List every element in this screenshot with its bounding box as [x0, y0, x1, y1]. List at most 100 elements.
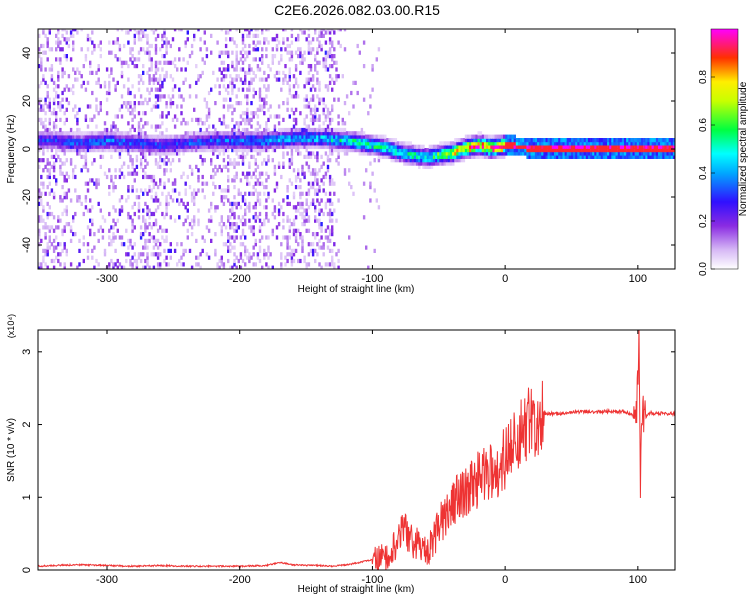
heatmap-cell	[275, 141, 279, 146]
heatmap-cell	[218, 138, 221, 143]
heatmap-cell	[220, 138, 223, 143]
heatmap-cell	[645, 151, 648, 156]
heatmap-cell	[144, 141, 147, 146]
heatmap-cell	[333, 80, 336, 85]
heatmap-cell	[420, 148, 423, 153]
heatmap-cell	[399, 141, 402, 146]
heatmap-cell	[131, 228, 134, 233]
heatmap-cell	[171, 188, 175, 193]
heatmap-cell	[112, 181, 115, 186]
heatmap-cell	[311, 141, 315, 146]
heatmap-cell	[190, 131, 194, 136]
heatmap-cell	[40, 201, 43, 206]
heatmap-cell	[566, 141, 570, 146]
heatmap-cell	[63, 141, 66, 146]
heatmap-cell	[248, 148, 251, 153]
heatmap-cell	[44, 191, 47, 196]
heatmap-cell	[551, 154, 555, 159]
heatmap-cell	[437, 161, 440, 166]
heatmap-cell	[50, 188, 54, 193]
heatmap-cell	[133, 107, 136, 112]
heatmap-cell	[150, 252, 153, 257]
heatmap-cell	[99, 107, 102, 112]
heatmap-cell	[103, 138, 107, 143]
heatmap-cell	[44, 144, 47, 149]
heatmap-cell	[114, 262, 117, 267]
heatmap-cell	[99, 84, 102, 89]
heatmap-cell	[171, 117, 175, 122]
heatmap-cell	[244, 50, 247, 55]
heatmap-cell	[44, 131, 47, 136]
heatmap-cell	[292, 191, 296, 196]
heatmap-cell	[460, 154, 463, 159]
heatmap-cell	[63, 262, 66, 267]
heatmap-cell	[449, 141, 453, 146]
heatmap-cell	[337, 248, 340, 253]
heatmap-cell	[316, 47, 319, 52]
heatmap-cell	[352, 80, 355, 85]
heatmap-cell	[133, 138, 136, 143]
heatmap-cell	[337, 131, 340, 136]
heatmap-cell	[267, 134, 270, 139]
heatmap-cell	[277, 77, 281, 82]
heatmap-cell	[112, 262, 115, 267]
heatmap-cell	[103, 144, 107, 149]
heatmap-cell	[161, 228, 164, 233]
heatmap-cell	[369, 141, 372, 146]
heatmap-cell	[543, 148, 546, 153]
heatmap-cell	[301, 168, 304, 173]
heatmap-cell	[267, 29, 270, 32]
heatmap-cell	[93, 181, 96, 186]
heatmap-cell	[82, 138, 85, 143]
heatmap-cell	[560, 144, 563, 149]
heatmap-cell	[118, 208, 122, 213]
heatmap-cell	[190, 225, 194, 230]
heatmap-cell	[127, 141, 130, 146]
heatmap-cell	[227, 154, 230, 159]
heatmap-cell	[165, 154, 168, 159]
heatmap-cell	[248, 117, 251, 122]
heatmap-cell	[144, 111, 147, 116]
heatmap-cell	[301, 134, 304, 139]
heatmap-cell	[48, 117, 51, 122]
heatmap-cell	[460, 148, 463, 153]
heatmap-cell	[146, 255, 149, 260]
heatmap-cell	[377, 154, 381, 159]
heatmap-cell	[195, 131, 198, 136]
heatmap-cell	[137, 144, 141, 149]
heatmap-cell	[146, 37, 149, 42]
heatmap-cell	[377, 151, 381, 156]
heatmap-cell	[267, 144, 270, 149]
heatmap-cell	[241, 141, 245, 146]
heatmap-cell	[163, 158, 166, 163]
heatmap-cell	[246, 50, 249, 55]
heatmap-cell	[216, 144, 219, 149]
heatmap-cell	[144, 154, 147, 159]
heatmap-cell	[498, 141, 502, 146]
heatmap-cell	[335, 67, 338, 72]
heatmap-cell	[445, 141, 449, 146]
heatmap-cell	[303, 208, 306, 213]
heatmap-cell	[345, 144, 349, 149]
heatmap-cell	[551, 148, 555, 153]
heatmap-cell	[324, 117, 328, 122]
heatmap-cell	[154, 181, 158, 186]
heatmap-cell	[222, 114, 226, 119]
heatmap-cell	[154, 238, 158, 243]
heatmap-cell	[78, 195, 81, 200]
heatmap-cell	[40, 64, 43, 69]
heatmap-cell	[403, 161, 406, 166]
heatmap-cell	[227, 188, 230, 193]
heatmap-cell	[163, 215, 166, 220]
heatmap-cell	[108, 134, 111, 139]
heatmap-cell	[505, 141, 508, 146]
heatmap-cell	[165, 43, 168, 49]
heatmap-cell	[288, 77, 291, 82]
heatmap-cell	[222, 50, 226, 55]
heatmap-cell	[613, 138, 616, 143]
heatmap-cell	[258, 191, 262, 196]
heatmap-cell	[479, 148, 483, 153]
heatmap-cell	[571, 151, 574, 156]
heatmap-cell	[534, 138, 538, 143]
heatmap-cell	[320, 265, 323, 269]
